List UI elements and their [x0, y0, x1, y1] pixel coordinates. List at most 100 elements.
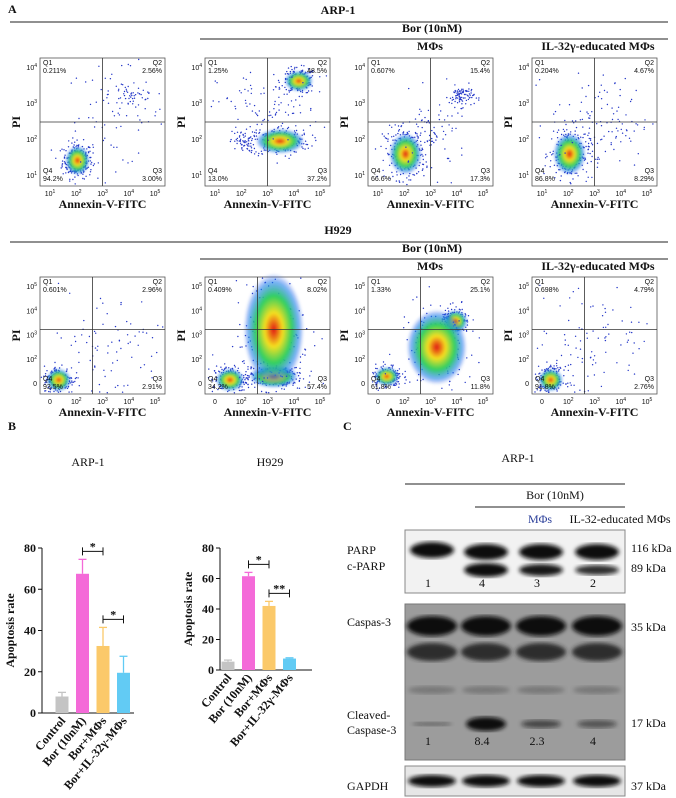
- tick-base: 0: [48, 399, 52, 406]
- event-dot: [604, 337, 606, 339]
- event-dot: [151, 377, 153, 379]
- event-dot: [578, 327, 580, 329]
- event-dot: [93, 163, 96, 165]
- tick-base: 10: [354, 333, 362, 340]
- event-dot: [395, 383, 398, 385]
- event-dot: [473, 93, 475, 96]
- event-dot: [236, 142, 238, 145]
- event-dot: [596, 158, 599, 160]
- event-dot: [63, 157, 66, 159]
- event-dot: [284, 111, 287, 114]
- tick-label: 104: [26, 63, 37, 72]
- tick-label: 104: [191, 63, 202, 72]
- event-dot: [375, 367, 377, 370]
- event-dot: [400, 125, 402, 128]
- tick-base: 0: [361, 381, 365, 388]
- event-dot: [233, 392, 236, 394]
- event-dot: [630, 140, 632, 142]
- event-dot: [392, 139, 394, 141]
- quadrant-value: 61.8%: [371, 384, 391, 391]
- event-dot: [589, 139, 592, 141]
- event-dot: [422, 307, 425, 309]
- quadrant-name: Q1: [535, 279, 544, 286]
- event-dot: [77, 377, 79, 379]
- event-dot: [544, 368, 546, 371]
- event-dot: [89, 150, 91, 152]
- event-dot: [234, 108, 237, 110]
- lane-value: 2: [590, 576, 596, 590]
- tick-base: 10: [315, 191, 323, 198]
- tick-label: 102: [191, 355, 202, 364]
- event-dot: [428, 134, 431, 137]
- event-dot: [562, 128, 565, 131]
- event-dot: [296, 66, 298, 69]
- chart-title: H929: [257, 455, 284, 469]
- event-dot: [54, 366, 56, 369]
- event-dot: [288, 91, 290, 93]
- event-dot: [419, 108, 421, 111]
- event-dot: [299, 377, 301, 380]
- tick-exp: 5: [323, 189, 326, 195]
- event-dot: [407, 160, 410, 162]
- event-dot: [251, 138, 253, 140]
- quadrant-value: 4.79%: [634, 287, 654, 294]
- event-dot: [541, 344, 543, 346]
- event-dot: [604, 339, 607, 342]
- event-dot: [619, 88, 621, 91]
- event-dot: [556, 390, 558, 392]
- tick-base: 10: [451, 191, 459, 198]
- event-dot: [596, 123, 598, 125]
- event-dot: [600, 98, 603, 100]
- event-dot: [587, 375, 589, 377]
- event-dot: [255, 135, 258, 137]
- event-dot: [255, 129, 257, 131]
- event-dot: [308, 387, 311, 389]
- event-dot: [265, 391, 268, 394]
- event-dot: [113, 146, 115, 148]
- tick-base: 10: [518, 137, 526, 144]
- event-dot: [625, 129, 628, 131]
- event-dot: [444, 309, 447, 312]
- event-dot: [313, 331, 315, 333]
- tick-label: 102: [563, 189, 574, 198]
- event-dot: [396, 174, 398, 176]
- tick-label: 103: [518, 99, 529, 108]
- event-dot: [549, 166, 551, 168]
- lane-value: 8.4: [475, 734, 490, 748]
- tick-exp: 3: [433, 397, 436, 403]
- event-dot: [253, 147, 256, 150]
- event-dot: [74, 377, 77, 380]
- event-dot: [375, 383, 378, 385]
- event-dot: [420, 140, 422, 143]
- event-dot: [550, 364, 552, 366]
- event-dot: [392, 384, 395, 386]
- event-dot: [478, 337, 480, 339]
- tick-exp: 2: [571, 189, 574, 195]
- event-dot: [587, 152, 589, 154]
- event-dot: [287, 139, 289, 141]
- event-dot: [621, 123, 623, 125]
- event-dot: [137, 115, 139, 117]
- row-title: H929: [324, 223, 351, 237]
- event-dot: [92, 144, 94, 146]
- event-dot: [286, 70, 288, 73]
- tick-label: 104: [26, 306, 37, 315]
- tick-label: 101: [518, 171, 529, 180]
- y-tick-label: 40: [24, 624, 36, 638]
- event-dot: [241, 346, 243, 348]
- event-dot: [242, 141, 245, 143]
- tick-base: 0: [376, 399, 380, 406]
- tick-label: 0: [525, 381, 529, 388]
- event-dot: [98, 65, 100, 68]
- event-dot: [115, 127, 118, 129]
- event-dot: [55, 157, 57, 159]
- event-dot: [291, 112, 294, 115]
- tick-exp: 4: [623, 189, 626, 195]
- tick-base: 0: [33, 381, 37, 388]
- tick-exp: 2: [526, 135, 529, 141]
- event-dot: [248, 149, 250, 152]
- y-tick-label: 20: [24, 665, 36, 679]
- quadrant-name: Q3: [645, 376, 654, 383]
- event-dot: [402, 181, 404, 183]
- event-dot: [557, 129, 560, 131]
